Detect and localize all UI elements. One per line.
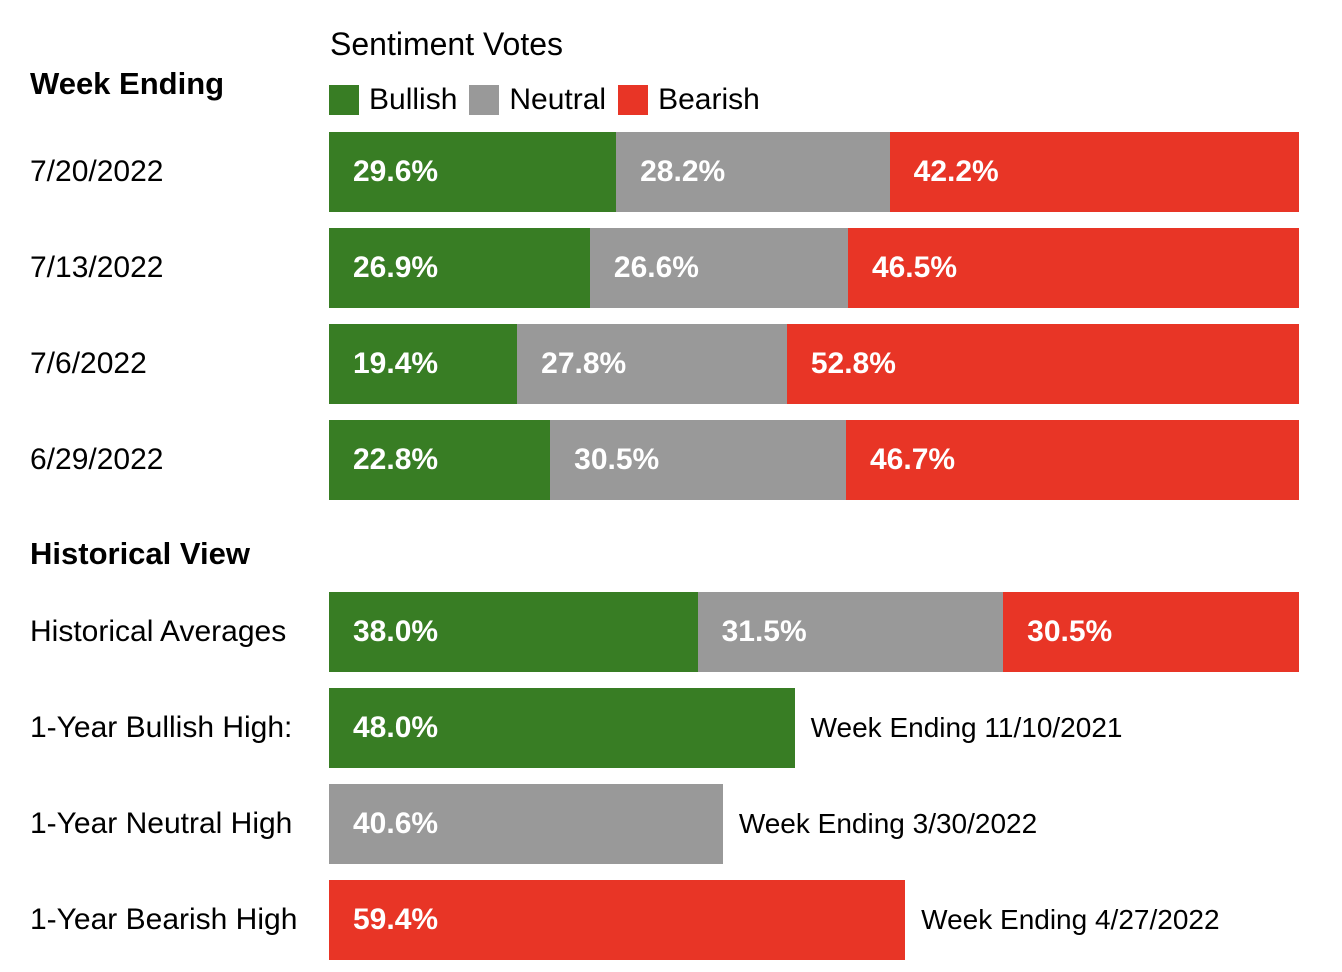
historical-view-heading: Historical View (30, 536, 250, 571)
bar-segment-bearish (846, 420, 1299, 500)
data-label-neutral: 31.5% (721, 615, 807, 648)
data-label-bullish: 29.6% (353, 155, 439, 188)
legend-swatch-bullish (329, 85, 359, 115)
data-label-neutral: 28.2% (640, 155, 726, 188)
week-row-3-bar: 22.8% 30.5% 46.7% (329, 420, 1299, 500)
week-row-1-label: 7/13/2022 (30, 251, 164, 284)
legend: Bullish Neutral Bearish (329, 83, 772, 117)
legend-label-bearish: Bearish (658, 83, 760, 116)
week-row-0-label: 7/20/2022 (30, 155, 164, 188)
legend-swatch-bearish (618, 85, 649, 115)
bar-segment-neutral (697, 592, 1004, 672)
data-label-neutral: 27.8% (541, 347, 627, 380)
data-label-bearish: 46.7% (870, 443, 956, 476)
week-row-0-bar: 29.6% 28.2% 42.2% (329, 132, 1299, 212)
chart-title: Sentiment Votes (330, 26, 564, 62)
legend-item-bullish: Bullish (329, 83, 457, 117)
historical-averages-bar: 38.0% 31.5% 30.5% (329, 592, 1299, 672)
high-note-bearish: Week Ending 4/27/2022 (921, 904, 1220, 935)
bar-segment-neutral (616, 132, 890, 212)
bar-segment-neutral (589, 228, 848, 308)
bar-segment-bearish (847, 228, 1299, 308)
high-row-label-neutral: 1-Year Neutral High (30, 807, 293, 840)
week-ending-heading: Week Ending (30, 66, 225, 101)
legend-swatch-neutral (469, 85, 500, 115)
data-label-bullish: 48.0% (353, 711, 439, 744)
week-row-3-label: 6/29/2022 (30, 443, 164, 476)
data-label-bullish: 38.0% (353, 615, 439, 648)
high-bar-neutral: 40.6% (329, 784, 723, 864)
week-row-1-bar: 26.9% 26.6% 46.5% (329, 228, 1299, 308)
bar-segment-bearish (889, 132, 1299, 212)
high-bar-bearish: 59.4% (329, 880, 906, 960)
historical-averages-label: Historical Averages (30, 615, 287, 648)
week-row-2-bar: 19.4% 27.8% 52.8% (329, 324, 1299, 404)
high-row-label-bearish: 1-Year Bearish High (30, 903, 298, 936)
bar-segment-bearish (786, 324, 1299, 404)
data-label-bearish: 52.8% (810, 347, 896, 380)
bar-segment-neutral (550, 420, 846, 500)
bar-segment-neutral (517, 324, 787, 404)
legend-label-bullish: Bullish (369, 83, 458, 116)
data-label-neutral: 40.6% (353, 807, 439, 840)
data-label-bullish: 19.4% (353, 347, 439, 380)
data-label-neutral: 26.6% (613, 251, 699, 284)
bar-segment-bearish (1003, 592, 1299, 672)
data-label-neutral: 30.5% (574, 443, 660, 476)
data-label-bearish: 46.5% (871, 251, 958, 284)
bar-segment-bullish (329, 324, 518, 404)
legend-item-neutral: Neutral (469, 83, 606, 117)
week-row-2-label: 7/6/2022 (30, 347, 147, 380)
data-label-bearish: 59.4% (353, 903, 439, 936)
high-note-bullish: Week Ending 11/10/2021 (810, 712, 1123, 743)
bar-segment-bullish (329, 592, 698, 672)
legend-item-bearish: Bearish (618, 83, 760, 117)
high-note-neutral: Week Ending 3/30/2022 (738, 808, 1038, 839)
bar-segment-bullish (329, 228, 590, 308)
legend-label-neutral: Neutral (509, 83, 607, 116)
high-bar-bullish: 48.0% (329, 688, 795, 768)
bar-segment-bullish (329, 132, 617, 212)
data-label-bullish: 22.8% (353, 443, 439, 476)
bar-segment-bullish (329, 420, 551, 500)
data-label-bullish: 26.9% (353, 251, 439, 284)
data-label-bearish: 42.2% (913, 155, 999, 188)
data-label-bearish: 30.5% (1027, 615, 1113, 648)
high-row-label-bullish: 1-Year Bullish High: (30, 711, 293, 744)
